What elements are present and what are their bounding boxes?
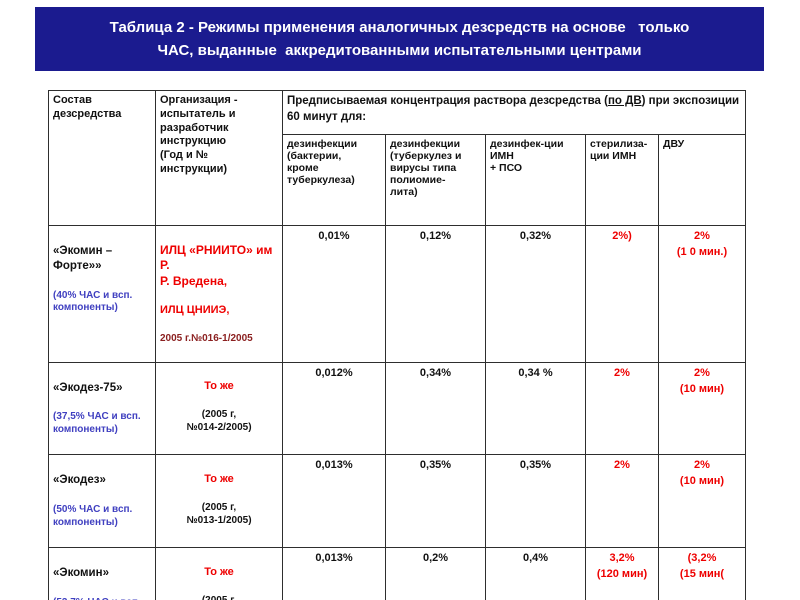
value-cell: 3,2% (120 мин) [585, 547, 659, 600]
value-cell: 0,4% [485, 547, 586, 600]
header-span-underlined: по ДВ [607, 95, 642, 107]
table-row: «Экомин – Форте»» (40% ЧАС и всп. компон… [48, 225, 747, 363]
header-row-top: Состав дезсредства Организация - испытат… [48, 90, 747, 226]
table-row: «Экодез» (50% ЧАС и всп. компоненты) То … [48, 454, 747, 549]
value-cell: (3,2% (15 мин( [657, 547, 747, 600]
subheader-dvu: ДВУ [657, 134, 747, 226]
value-cell: 2% (1 0 мин.) [657, 225, 747, 363]
subheader-disinfection-imn-pso: дезинфек-ции ИМН + ПСО [485, 134, 586, 226]
org-instruction-number: 2005 г.№016-1/2005 [160, 333, 253, 344]
value-cell: 0,013% [282, 547, 386, 600]
value-cell: 0,34 % [485, 361, 586, 456]
organization-cell: ИЛЦ «РНИИТО» им Р. Р. Вредена, ИЛЦ ЦНИИЭ… [155, 225, 283, 363]
value-cell: 0,01% [282, 225, 386, 363]
composition-cell: «Экомин» (53,7% ЧАС и всп. компоненты) [48, 547, 156, 600]
product-composition: (37,5% ЧАС и всп. компоненты) [53, 411, 141, 435]
header-organization: Организация - испытатель и разработчик и… [155, 90, 283, 226]
subheader-disinfection-tuberculosis: дезинфекции (туберкулез и вирусы типа по… [385, 134, 486, 226]
value-cell: 2% (10 мин) [657, 454, 747, 549]
product-composition: (40% ЧАС и всп. компоненты) [53, 289, 133, 314]
slide-title-bar: Таблица 2 - Режимы применения аналогичны… [35, 7, 764, 71]
org-name: То же [204, 380, 234, 393]
org-name-secondary: ИЛЦ ЦНИИЭ, [160, 304, 230, 317]
product-composition: (53,7% ЧАС и всп. компоненты) [53, 597, 151, 600]
value-cell: 2%) [585, 225, 659, 363]
org-name: То же [204, 565, 234, 578]
org-name: ИЛЦ «РНИИТО» им Р. Р. Вредена, [160, 242, 273, 288]
composition-cell: «Экодез» (50% ЧАС и всп. компоненты) [48, 454, 156, 549]
header-span-post: ) при экспозиции 60 минут для: [287, 95, 740, 123]
value-cell: 0,2% [385, 547, 486, 600]
product-name: «Экомин» [53, 567, 109, 580]
value-cell: 2% [585, 361, 659, 456]
value-cell: 0,35% [485, 454, 586, 549]
header-concentration-span: Предписываемая концентрация раствора дез… [281, 90, 747, 135]
organization-cell: То же (2005 г, №013-1/2005) [155, 454, 283, 549]
organization-cell: То же (2005 г, №014-2/2005) [155, 361, 283, 456]
value-cell: 2% [585, 454, 659, 549]
value-cell: 0,34% [385, 361, 486, 456]
product-name: «Экодез» [53, 474, 106, 487]
composition-cell: «Экомин – Форте»» (40% ЧАС и всп. компон… [48, 225, 156, 363]
value-cell: 0,32% [485, 225, 586, 363]
org-instruction-number: (2005 г. №011-1/2005) [160, 594, 278, 600]
product-composition: (50% ЧАС и всп. компоненты) [53, 504, 133, 528]
org-instruction-number: (2005 г, №013-1/2005) [186, 501, 252, 526]
product-name: «Экодез-75» [53, 381, 123, 394]
value-cell: 0,012% [282, 361, 386, 456]
slide-title-line-2: ЧАС, выданные аккредитованными испытател… [157, 42, 642, 59]
header-row-sub: дезинфекции (бактерии, кроме туберкулеза… [49, 134, 747, 226]
subheader-sterilization-imn: стерилиза- ции ИМН [585, 134, 659, 226]
slide-title-line-1: Таблица 2 - Режимы применения аналогичны… [109, 18, 690, 36]
table-row: «Экомин» (53,7% ЧАС и всп. компоненты) Т… [48, 547, 747, 600]
value-cell: 0,013% [282, 454, 386, 549]
product-name: «Экомин – Форте»» [53, 244, 113, 272]
disinfectants-table: Состав дезсредства Организация - испытат… [48, 90, 747, 600]
subheader-disinfection-bacteria: дезинфекции (бактерии, кроме туберкулеза… [282, 134, 386, 226]
table-row: «Экодез-75» (37,5% ЧАС и всп. компоненты… [48, 361, 747, 456]
value-cell: 0,35% [385, 454, 486, 549]
composition-cell: «Экодез-75» (37,5% ЧАС и всп. компоненты… [48, 361, 156, 456]
org-instruction-number: (2005 г, №014-2/2005) [186, 409, 252, 434]
organization-cell: То же (2005 г. №011-1/2005) [155, 547, 283, 600]
value-cell: 2% (10 мин) [657, 361, 747, 456]
header-span-pre: Предписываемая концентрация раствора дез… [287, 95, 608, 107]
header-composition: Состав дезсредства [48, 90, 156, 226]
value-cell: 0,12% [385, 225, 486, 363]
org-name: То же [204, 473, 234, 486]
